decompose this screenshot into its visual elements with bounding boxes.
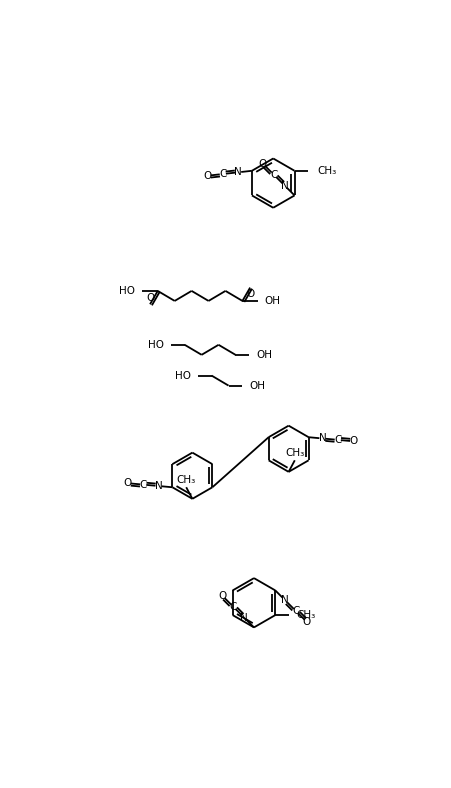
Text: O: O <box>124 478 132 489</box>
Text: N: N <box>280 180 288 191</box>
Text: CH₃: CH₃ <box>285 448 304 459</box>
Text: N: N <box>154 481 162 491</box>
Text: CH₃: CH₃ <box>317 165 336 176</box>
Text: O: O <box>302 617 310 627</box>
Text: N: N <box>281 595 288 605</box>
Text: N: N <box>318 433 326 444</box>
Text: CH₃: CH₃ <box>176 475 195 485</box>
Text: N: N <box>240 612 248 623</box>
Text: O: O <box>218 591 226 600</box>
Text: HO: HO <box>118 286 134 296</box>
Text: C: C <box>219 169 226 179</box>
Text: C: C <box>139 480 147 489</box>
Text: O: O <box>258 159 267 169</box>
Text: N: N <box>234 167 241 177</box>
Text: CH₃: CH₃ <box>295 610 315 620</box>
Text: O: O <box>203 171 211 180</box>
Text: C: C <box>270 169 277 180</box>
Text: O: O <box>348 437 356 446</box>
Text: OH: OH <box>249 381 265 391</box>
Text: C: C <box>292 606 299 616</box>
Text: OH: OH <box>256 350 272 360</box>
Text: O: O <box>245 288 254 299</box>
Text: HO: HO <box>147 340 164 350</box>
Text: OH: OH <box>263 296 279 306</box>
Text: HO: HO <box>175 370 190 381</box>
Text: C: C <box>333 435 341 445</box>
Text: O: O <box>146 293 154 303</box>
Text: C: C <box>229 602 236 611</box>
